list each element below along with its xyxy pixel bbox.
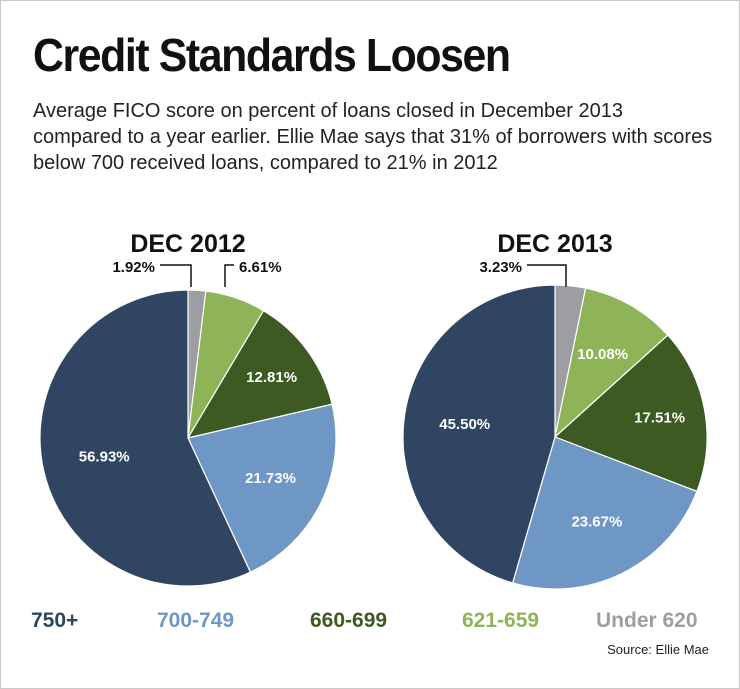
callout-line (224, 264, 234, 287)
slice-label-621-659: 10.08% (577, 346, 628, 363)
page-title: Credit Standards Loosen (33, 29, 511, 81)
legend-item-under-620: Under 620 (596, 609, 698, 632)
slice-label-under-620: 3.23% (479, 259, 522, 276)
legend-item-660-699: 660-699 (310, 609, 387, 632)
pie-slice-750 (402, 284, 556, 584)
pie-slice-621-659 (554, 287, 669, 439)
source-note: Source: Ellie Mae (607, 642, 709, 657)
slice-label-750: 56.93% (79, 449, 130, 466)
legend-item-700-749: 700-749 (157, 609, 234, 632)
pie-slice-660-699 (186, 309, 333, 439)
legend-item-621-659: 621-659 (462, 609, 539, 632)
legend: 750+ 700-749 660-699 621-659 Under 620 (31, 609, 698, 632)
slice-label-660-699: 12.81% (246, 369, 297, 386)
chart-title: DEC 2012 (130, 230, 245, 258)
slice-label-700-749: 21.73% (245, 470, 296, 487)
callout-line (160, 264, 192, 287)
slice-label-621-659: 6.61% (239, 259, 282, 276)
callout-line (527, 264, 567, 287)
slice-label-700-749: 23.67% (571, 513, 622, 530)
pie-slice-700-749 (187, 403, 337, 573)
page-subtitle: Average FICO score on percent of loans c… (33, 100, 713, 174)
pie-slice-700-749 (511, 436, 698, 590)
slice-label-660-699: 17.51% (634, 410, 685, 427)
chart-title: DEC 2013 (497, 230, 612, 258)
slice-label-under-620: 1.92% (112, 259, 155, 276)
pie-slice-660-699 (553, 334, 708, 493)
pie-slice-750 (39, 289, 252, 587)
slice-label-750: 45.50% (439, 416, 490, 433)
legend-item-750: 750+ (31, 609, 78, 632)
